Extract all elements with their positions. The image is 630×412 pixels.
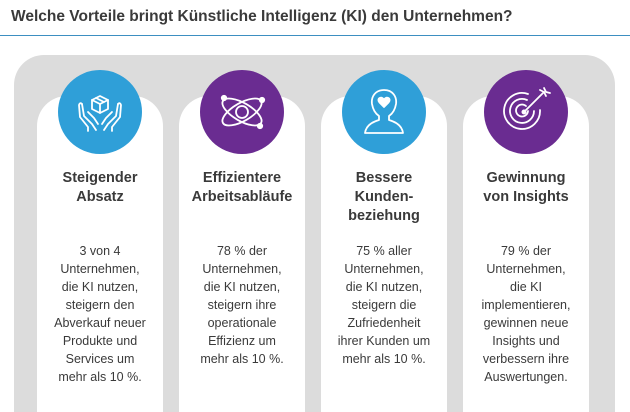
card-description: 75 % aller Unternehmen, die KI nutzen, s… xyxy=(337,244,431,366)
card-description: 79 % der Unternehmen, die KI implementie… xyxy=(481,244,571,384)
title-divider xyxy=(0,35,630,36)
card-title: Gewinnung von Insights xyxy=(483,170,569,205)
page-title: Welche Vorteile bringt Künstliche Intell… xyxy=(11,8,513,25)
card-title: Effizientere Arbeitsabläufe xyxy=(191,170,293,205)
atom-orbit-icon xyxy=(200,70,284,154)
card-description: 3 von 4 Unternehmen, die KI nutzen, stei… xyxy=(54,244,146,384)
target-arrow-icon xyxy=(484,70,568,154)
card-title: Bessere Kunden- beziehung xyxy=(348,170,420,224)
card-description: 78 % der Unternehmen, die KI nutzen, ste… xyxy=(200,244,284,366)
person-heart-icon xyxy=(342,70,426,154)
card-title: Steigender Absatz xyxy=(62,170,138,205)
box-in-hands-icon xyxy=(58,70,142,154)
